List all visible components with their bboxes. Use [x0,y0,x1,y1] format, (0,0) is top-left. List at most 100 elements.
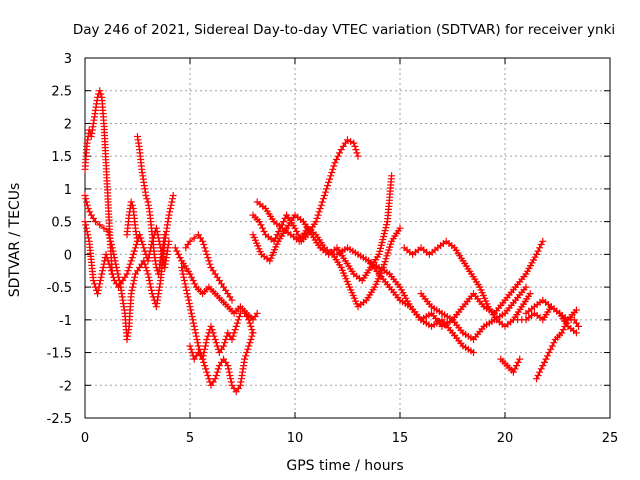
data-point [534,372,542,379]
data-point [95,283,103,291]
data-point [183,290,191,298]
data-point [242,352,250,360]
data-point [550,339,558,347]
data-point [204,372,212,379]
data-point [86,208,94,216]
data-point [396,224,404,232]
data-point [99,264,107,271]
data-point [353,149,361,157]
x-tick-label: 25 [602,431,619,446]
data-point [294,231,302,239]
data-point [537,365,545,373]
data-point [211,375,219,383]
data-point [165,211,173,219]
data-point [187,306,195,314]
data-point [317,201,325,209]
data-point [140,244,148,252]
data-point [127,290,135,298]
data-point [144,257,152,265]
series-track-16 [417,283,530,343]
data-point [123,270,131,278]
data-point [200,358,208,366]
data-point [561,322,569,330]
data-point [544,352,551,360]
data-point [124,332,131,340]
data-point [190,234,198,242]
data-point [244,345,252,353]
data-point [224,362,232,370]
x-tick-label: 10 [287,431,304,446]
data-point [187,309,195,317]
data-point [513,362,520,370]
data-point [169,192,177,199]
data-point [533,250,540,258]
data-point [213,368,221,376]
y-tick-label: -1.5 [47,347,72,362]
data-point [228,296,236,304]
data-point [572,329,580,337]
y-tick-label: 2.5 [51,85,72,100]
data-point [203,250,211,258]
data-point [320,192,328,199]
data-point [104,228,112,235]
data-point [572,306,580,314]
data-point [184,293,192,301]
data-point [205,257,213,265]
data-point [108,270,116,278]
data-point [203,336,211,343]
chart-title: Day 246 of 2021, Sidereal Day-to-day VTE… [73,22,615,38]
data-point [105,231,113,239]
data-point [129,280,137,288]
data-point [168,198,176,206]
data-point [545,349,553,356]
data-point [234,316,242,324]
data-point [281,214,289,222]
data-point [103,254,111,262]
data-point [131,273,139,281]
data-point [516,355,524,363]
series-track-20 [522,296,580,324]
data-point [208,326,216,334]
series-track-4 [134,133,169,278]
data-point [201,345,209,353]
data-point [202,339,210,347]
data-point [179,270,187,278]
data-point [377,244,384,252]
data-point [257,221,265,229]
data-point [228,336,236,343]
x-tick-label: 5 [186,431,194,446]
data-point [382,224,390,232]
data-point [186,270,194,278]
data-point [107,237,115,245]
data-point [188,313,196,320]
data-point [131,244,139,252]
data-point [210,332,218,340]
data-point [247,322,255,330]
data-point [206,260,214,268]
data-series [81,87,582,396]
data-point [161,231,169,239]
data-point [509,368,517,376]
data-point [111,257,119,265]
data-point [132,241,140,248]
y-tick-label: -2 [59,379,72,394]
data-point [129,250,137,258]
data-point [144,270,152,278]
data-point [562,319,570,327]
data-point [205,375,213,383]
data-point [97,90,105,98]
data-point [319,195,327,203]
data-point [108,244,116,252]
data-point [213,342,221,350]
data-point [322,188,329,196]
data-point [316,205,324,212]
data-point [148,286,155,294]
data-point [173,247,181,255]
data-point [182,283,190,291]
data-point [231,326,239,334]
data-point [181,280,189,288]
data-point [352,146,360,154]
data-point [190,319,197,327]
y-tick-labels: -2.5 -2 -1.5 -1 -0.5 0 0.5 1 1.5 2 2.5 3 [47,52,72,427]
